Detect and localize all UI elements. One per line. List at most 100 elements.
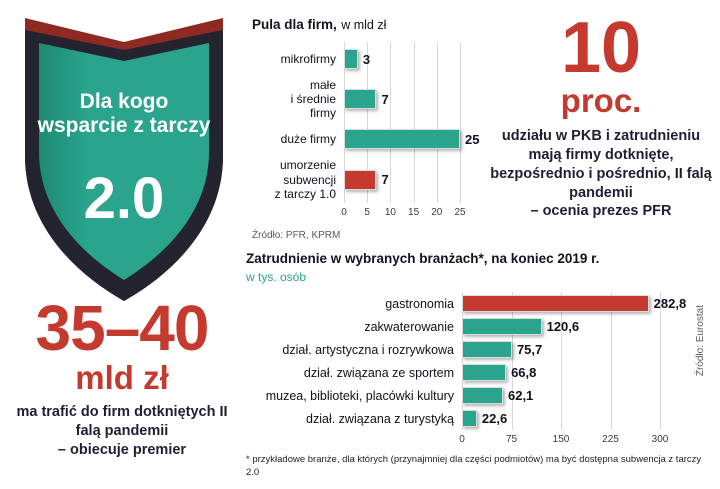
bar-row: dział. związana z turystyką 22,6 [246, 407, 708, 430]
grid-line [344, 42, 345, 203]
stat-support-amount: 35–40 mld zł ma trafić do firm dotknięty… [2, 292, 242, 460]
bar-value-label: 282,8 [653, 296, 687, 311]
chart-title-main: Pula dla firm, [252, 17, 337, 32]
grid-line [390, 42, 392, 203]
bar-track: 3 [344, 49, 460, 69]
chart-grid [344, 42, 461, 203]
chart-source: Źródło: Eurostat [695, 305, 706, 377]
bar-category-label: mikrofirmy [280, 51, 336, 66]
bar-value-label: 120,6 [546, 319, 580, 334]
bar-row: dział. artystyczna i rozrywkowa 75,7 [246, 338, 708, 361]
chart-title: Zatrudnienie w wybranych branżach*, na k… [246, 250, 708, 268]
bar-track: 62,1 [462, 387, 660, 404]
bar-row: dział. związana ze sportem 66,8 [246, 361, 708, 384]
stat-attribution: – obiecuje premier [57, 442, 187, 459]
stat-description: ma trafić do firm dotkniętych II falą pa… [16, 404, 228, 440]
stat-attribution: – ocenia prezes PFR [530, 203, 672, 220]
plot-area: gastronomia 282,8 zakwaterowanie 120,6 dział… [246, 292, 708, 430]
bar [344, 169, 377, 190]
bar [344, 49, 358, 69]
x-tick-label: 25 [454, 206, 466, 218]
x-tick-label: 20 [431, 206, 443, 218]
grid-line [561, 292, 562, 430]
shield-title-line2: wsparcie z tarczy [37, 114, 211, 137]
bar-track: 25 [344, 129, 479, 150]
chart-ticks: 0 75 150 225 300 [459, 434, 668, 447]
bar-value-label: 66,8 [511, 365, 537, 380]
chart-title-main: Zatrudnienie w wybranych branżach*, na k… [246, 251, 600, 266]
grid-line [460, 42, 461, 203]
bar-category-label: dział. związana z turystyką [306, 411, 454, 426]
chart-pula-dla-firm: Pula dla firm, w mld zł mikrofirmy 3 małe … [252, 16, 479, 241]
x-tick-label: 0 [341, 206, 347, 218]
x-tick-label: 10 [384, 206, 396, 218]
chart-footnote: * przykładowe branże, dla których (przyn… [246, 454, 702, 478]
stat-description: udziału w PKB i zatrudnieniu mają firmy … [490, 128, 712, 201]
bar-row: gastronomia 282,8 [246, 292, 708, 315]
shield-graphic: Dla kogo wsparcie z tarczy 2.0 [8, 6, 240, 306]
x-tick-label: 0 [459, 434, 465, 445]
stat-unit: mld zł [75, 358, 169, 396]
bar-row: zakwaterowanie 120,6 [246, 315, 708, 338]
bar-category-label: dział. artystyczna i rozrywkowa [282, 342, 454, 357]
bar-category-label: dział. związana ze sportem [303, 365, 454, 380]
bar-value-label: 7 [381, 172, 389, 188]
bar-category-label: umorzenie subwencji z tarczy 1.0 [274, 158, 336, 201]
chart-ticks: 0 5 10 15 20 25 [341, 206, 465, 220]
chart-subtitle: w tys. osób [246, 270, 307, 284]
bar-track: 7 [344, 89, 460, 110]
stat-gdp-share: 10 proc. udziału w PKB i zatrudnieniu ma… [486, 8, 716, 221]
bar-track: 66,8 [462, 364, 660, 381]
bar [462, 387, 503, 404]
bar-value-label: 75,7 [516, 342, 543, 357]
bar [344, 89, 377, 110]
chart-rows: mikrofirmy 3 małe i średnie firmy 7 duże fir… [252, 42, 479, 203]
bar-row: duże firmy 25 [252, 122, 479, 156]
bar-track: 7 [344, 169, 460, 190]
x-tick-label: 75 [505, 434, 518, 445]
bar [462, 318, 542, 335]
shield-version: 2.0 [84, 166, 165, 231]
bar-track: 282,8 [462, 295, 686, 312]
bar-category-label: małe i średnie firmy [290, 78, 336, 121]
bar-row: umorzenie subwencji z tarczy 1.0 7 [252, 156, 476, 202]
chart-rows: gastronomia 282,8 zakwaterowanie 120,6 dział… [246, 292, 708, 430]
grid-line [610, 292, 612, 430]
stat-number: 35–40 [35, 292, 210, 364]
bar-row: muzea, biblioteki, placówki kultury 62,1 [246, 384, 708, 407]
bar-track: 120,6 [462, 318, 660, 335]
shield-face [39, 43, 209, 280]
x-tick-label: 15 [408, 206, 420, 218]
plot-area: mikrofirmy 3 małe i średnie firmy 7 duże fir… [252, 42, 479, 203]
bar-row: mikrofirmy 3 [252, 42, 476, 76]
bar-category-label: gastronomia [385, 296, 454, 311]
bar [462, 364, 507, 381]
stat-unit: proc. [560, 82, 642, 120]
grid-line [511, 292, 513, 430]
grid-line [413, 42, 415, 203]
bar-row: małe i średnie firmy 7 [252, 76, 476, 122]
bar-track: 22,6 [462, 410, 660, 427]
bar [462, 295, 649, 312]
chart-title: Pula dla firm, w mld zł [252, 16, 476, 34]
bar [344, 129, 460, 150]
stat-number: 10 [560, 8, 642, 88]
bar-value-label: 22,6 [481, 411, 508, 426]
bar-value-label: 3 [362, 51, 371, 67]
x-tick-label: 5 [364, 206, 370, 218]
bar-value-label: 7 [381, 91, 389, 107]
bar [462, 341, 512, 358]
x-tick-label: 300 [651, 434, 669, 445]
grid-line [462, 292, 463, 430]
bar-value-label: 62,1 [507, 388, 534, 403]
x-tick-label: 150 [552, 434, 570, 445]
bar-category-label: zakwaterowanie [364, 319, 454, 334]
chart-source: Źródło: PFR, KPRM [252, 229, 341, 241]
chart-grid [462, 292, 661, 430]
bar-track: 75,7 [462, 341, 660, 358]
bar-value-label: 25 [465, 131, 480, 147]
shield-title-line1: Dla kogo [80, 90, 169, 113]
bar [462, 410, 477, 427]
chart-zatrudnienie: Zatrudnienie w wybranych branżach*, na k… [246, 250, 708, 480]
